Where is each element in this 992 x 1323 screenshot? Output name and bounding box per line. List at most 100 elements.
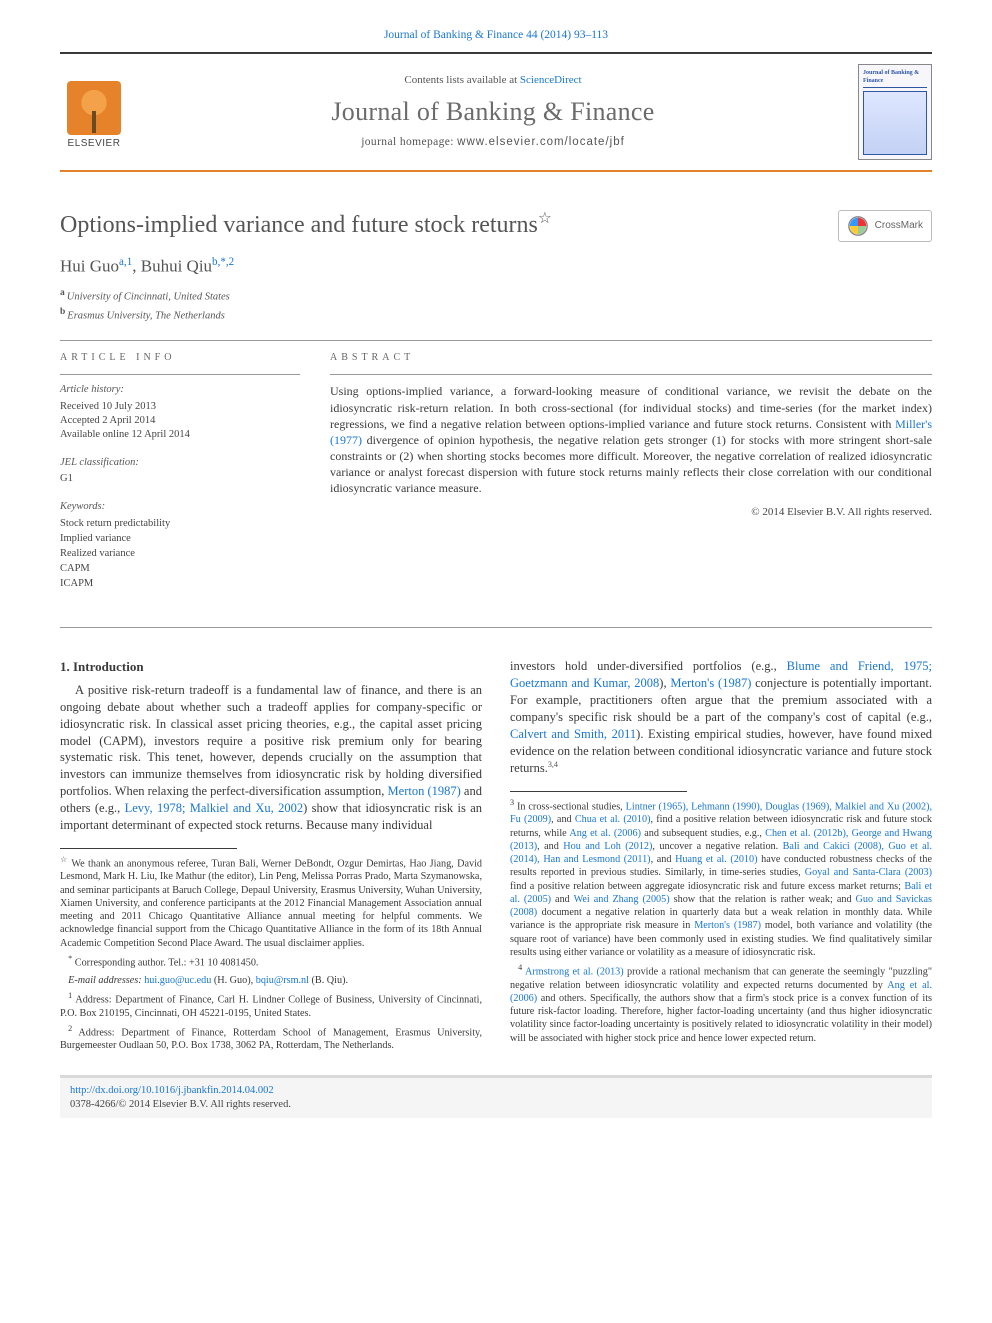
keyword-1: Implied variance bbox=[60, 532, 300, 546]
keyword-0: Stock return predictability bbox=[60, 517, 300, 531]
journal-cover-thumbnail: Journal of Banking & Finance bbox=[858, 64, 932, 160]
divider bbox=[60, 627, 932, 628]
asterisk-mark: * bbox=[68, 954, 72, 963]
journal-homepage-line: journal homepage: www.elsevier.com/locat… bbox=[142, 135, 844, 151]
article-header: CrossMark Options-implied variance and f… bbox=[60, 208, 932, 324]
ref-calvert-smith[interactable]: Calvert and Smith, 2011 bbox=[510, 727, 636, 741]
journal-masthead: ELSEVIER Contents lists available at Sci… bbox=[60, 52, 932, 172]
fn-star-text: We thank an anonymous referee, Turan Bal… bbox=[60, 858, 482, 949]
abstract-column: abstract Using options-implied variance,… bbox=[330, 351, 932, 606]
fn-ref-3-4[interactable]: 3,4 bbox=[548, 760, 558, 769]
doi-link[interactable]: http://dx.doi.org/10.1016/j.jbankfin.201… bbox=[70, 1085, 274, 1096]
footnotes-left: ☆ We thank an anonymous referee, Turan B… bbox=[60, 855, 482, 1053]
email2-who: (B. Qiu). bbox=[309, 975, 348, 986]
jel-block: JEL classification: G1 bbox=[60, 456, 300, 486]
elsevier-wordmark: ELSEVIER bbox=[68, 137, 121, 151]
ref-fn3-10[interactable]: Wei and Zhang (2005) bbox=[574, 894, 670, 905]
journal-homepage-url[interactable]: www.elsevier.com/locate/jbf bbox=[457, 136, 625, 148]
footnote-separator bbox=[60, 848, 237, 849]
p2a: investors hold under-diversified portfol… bbox=[510, 659, 787, 673]
article-history: Article history: Received 10 July 2013 A… bbox=[60, 383, 300, 442]
ref-merton-1987[interactable]: Merton (1987) bbox=[388, 784, 461, 798]
footnote-star: ☆ We thank an anonymous referee, Turan B… bbox=[60, 855, 482, 950]
divider bbox=[330, 374, 932, 375]
elsevier-logo: ELSEVIER bbox=[60, 73, 128, 151]
affil-mark-b: b bbox=[60, 307, 65, 317]
affiliation-b: bErasmus University, The Netherlands bbox=[60, 306, 932, 324]
history-online: Available online 12 April 2014 bbox=[60, 428, 300, 442]
issn-copyright: 0378-4266/© 2014 Elsevier B.V. All right… bbox=[70, 1099, 291, 1110]
keyword-3: CAPM bbox=[60, 562, 300, 576]
fn-mark-2: 2 bbox=[68, 1024, 72, 1033]
star-mark: ☆ bbox=[60, 855, 68, 864]
fn-mark-3: 3 bbox=[510, 798, 514, 807]
contents-prefix: Contents lists available at bbox=[404, 74, 519, 86]
affil-mark-a: a bbox=[60, 288, 65, 298]
doi-footer: http://dx.doi.org/10.1016/j.jbankfin.201… bbox=[60, 1075, 932, 1118]
ref-fn4-1[interactable]: Armstrong et al. (2013) bbox=[525, 966, 624, 977]
fn3g: , and bbox=[651, 854, 676, 865]
sciencedirect-link[interactable]: ScienceDirect bbox=[520, 74, 582, 86]
jel-code: G1 bbox=[60, 472, 300, 486]
homepage-prefix: journal homepage: bbox=[361, 136, 457, 148]
ref-fn3-7[interactable]: Huang et al. (2010) bbox=[675, 854, 757, 865]
history-accepted: Accepted 2 April 2014 bbox=[60, 414, 300, 428]
footnote-corresponding: * Corresponding author. Tel.: +31 10 408… bbox=[60, 954, 482, 970]
email1-who: (H. Guo), bbox=[211, 975, 255, 986]
ref-fn3-12[interactable]: Merton's (1987) bbox=[694, 920, 761, 931]
intro-paragraph-1: A positive risk-return tradeoff is a fun… bbox=[60, 682, 482, 834]
elsevier-tree-icon bbox=[67, 81, 121, 135]
affil-text-b: Erasmus University, The Netherlands bbox=[67, 311, 225, 322]
author-2-affil-marks[interactable]: b,*,2 bbox=[212, 256, 234, 268]
footnote-4: 4 Armstrong et al. (2013) provide a rati… bbox=[510, 963, 932, 1045]
title-footnote-marker: ☆ bbox=[538, 210, 552, 227]
ref-fn3-8[interactable]: Goyal and Santa-Clara (2003) bbox=[805, 867, 932, 878]
abstract-post: divergence of opinion hypothesis, the ne… bbox=[330, 433, 932, 496]
affiliation-a: aUniversity of Cincinnati, United States bbox=[60, 287, 932, 305]
keyword-2: Realized variance bbox=[60, 547, 300, 561]
abstract-text: Using options-implied variance, a forwar… bbox=[330, 383, 932, 496]
ref-fn3-2[interactable]: Chua et al. (2010) bbox=[575, 814, 651, 825]
article-info-heading: article info bbox=[60, 351, 300, 365]
history-label: Article history: bbox=[60, 383, 300, 397]
jel-label: JEL classification: bbox=[60, 456, 300, 470]
footnote-3: 3 In cross-sectional studies, Lintner (1… bbox=[510, 798, 932, 959]
fn3k: show that the relation is rather weak; a… bbox=[670, 894, 856, 905]
p2b: ), bbox=[659, 676, 670, 690]
paper-title: Options-implied variance and future stoc… bbox=[60, 208, 932, 241]
crossmark-badge[interactable]: CrossMark bbox=[838, 210, 932, 242]
footnote-separator bbox=[510, 791, 687, 792]
keywords-label: Keywords: bbox=[60, 500, 300, 514]
ref-levy-malkiel[interactable]: Levy, 1978; Malkiel and Xu, 2002 bbox=[125, 801, 304, 815]
ref-merton-1987-b[interactable]: Merton's (1987) bbox=[670, 676, 751, 690]
history-received: Received 10 July 2013 bbox=[60, 400, 300, 414]
author-1-affil-marks[interactable]: a,1 bbox=[119, 256, 132, 268]
email-guo[interactable]: hui.guo@uc.edu bbox=[144, 975, 211, 986]
ref-fn3-3[interactable]: Ang et al. (2006) bbox=[569, 828, 641, 839]
intro-paragraph-1-continued: investors hold under-diversified portfol… bbox=[510, 658, 932, 776]
running-citation: Journal of Banking & Finance 44 (2014) 9… bbox=[60, 28, 932, 44]
keywords-block: Keywords: Stock return predictability Im… bbox=[60, 500, 300, 591]
email-qiu[interactable]: bqiu@rsm.nl bbox=[256, 975, 309, 986]
fn3f: , uncover a negative relation. bbox=[652, 841, 782, 852]
affil-text-a: University of Cincinnati, United States bbox=[67, 291, 230, 302]
abstract-heading: abstract bbox=[330, 351, 932, 365]
footnote-addr-2: 2 Address: Department of Finance, Rotter… bbox=[60, 1024, 482, 1053]
fn-corr-text: Corresponding author. Tel.: +31 10 40814… bbox=[75, 957, 259, 968]
fn3j: and bbox=[551, 894, 574, 905]
keyword-4: ICAPM bbox=[60, 577, 300, 591]
divider bbox=[60, 340, 932, 341]
fn-addr2-text: Address: Department of Finance, Rotterda… bbox=[60, 1027, 482, 1051]
ref-fn3-5[interactable]: Hou and Loh (2012) bbox=[563, 841, 652, 852]
cover-image-icon bbox=[863, 91, 927, 155]
author-2: Buhui Qiu bbox=[141, 257, 212, 276]
fn3b: , and bbox=[551, 814, 575, 825]
crossmark-icon bbox=[847, 215, 869, 237]
paper-title-text: Options-implied variance and future stoc… bbox=[60, 212, 538, 238]
abstract-copyright: © 2014 Elsevier B.V. All rights reserved… bbox=[330, 505, 932, 520]
footnotes-right: 3 In cross-sectional studies, Lintner (1… bbox=[510, 798, 932, 1045]
abstract-pre: Using options-implied variance, a forwar… bbox=[330, 384, 932, 430]
fn-addr1-text: Address: Department of Finance, Carl H. … bbox=[60, 994, 482, 1018]
author-1: Hui Guo bbox=[60, 257, 119, 276]
crossmark-label: CrossMark bbox=[875, 219, 923, 233]
